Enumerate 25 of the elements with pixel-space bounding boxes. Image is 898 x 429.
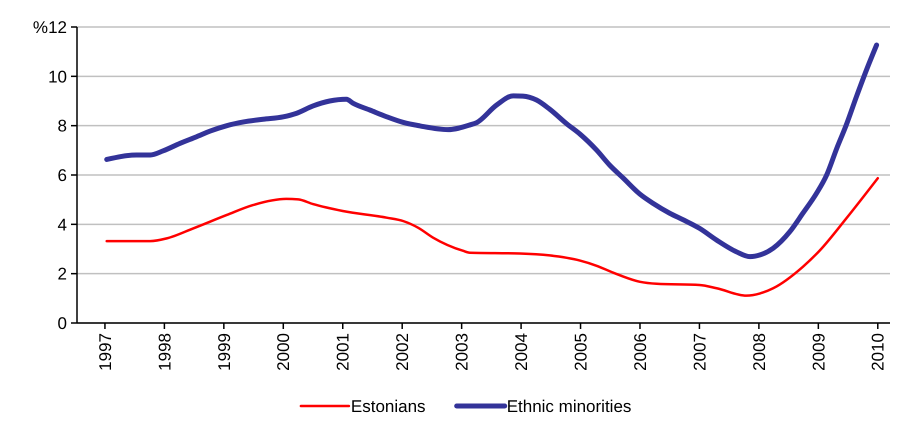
x-tick-label: 2006	[630, 333, 650, 371]
y-tick-label: 0	[58, 314, 67, 333]
line-series	[105, 176, 880, 297]
legend-label: Estonians	[350, 396, 426, 416]
y-tick-label: 8	[58, 116, 67, 136]
legend-label: Ethnic minorities	[506, 396, 632, 416]
y-tick-label: 6	[58, 166, 67, 185]
x-tick-label: 2000	[274, 333, 294, 371]
y-tick-label: 4	[58, 215, 67, 234]
x-tick-label: 2002	[393, 333, 412, 371]
x-tick-label: 2010	[868, 333, 888, 371]
x-tick-label: 2005	[571, 333, 590, 371]
x-tick-label: 1997	[96, 333, 115, 371]
x-tick-label: 1998	[155, 333, 174, 371]
y-tick-label: 2	[58, 264, 67, 284]
x-tick-label: 2001	[334, 333, 353, 371]
y-axis-title: %	[32, 18, 48, 37]
x-tick-label: 1999	[214, 333, 234, 371]
x-tick-label: 2009	[809, 333, 828, 371]
x-tick-label: 2004	[512, 333, 532, 371]
y-tick-label: 12	[48, 18, 67, 37]
x-tick-label: 2007	[690, 333, 710, 371]
y-tick-label: 10	[48, 67, 67, 86]
x-tick-label: 2008	[750, 333, 769, 371]
x-tick-label: 2003	[452, 333, 472, 371]
